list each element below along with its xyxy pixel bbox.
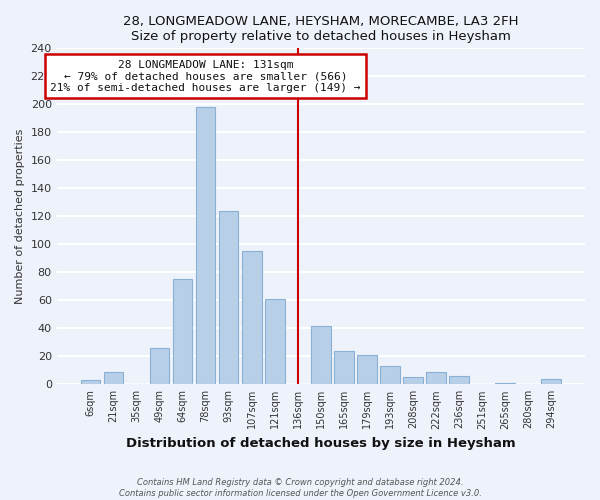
- Bar: [242, 252, 262, 384]
- Bar: [265, 299, 284, 384]
- Bar: [449, 376, 469, 384]
- Bar: [150, 348, 169, 385]
- Bar: [380, 366, 400, 384]
- Bar: [219, 210, 238, 384]
- X-axis label: Distribution of detached houses by size in Heysham: Distribution of detached houses by size …: [126, 437, 515, 450]
- Bar: [196, 107, 215, 384]
- Bar: [403, 378, 423, 384]
- Bar: [173, 280, 193, 384]
- Bar: [541, 378, 561, 384]
- Bar: [496, 383, 515, 384]
- Bar: [80, 380, 100, 384]
- Text: Contains HM Land Registry data © Crown copyright and database right 2024.
Contai: Contains HM Land Registry data © Crown c…: [119, 478, 481, 498]
- Bar: [334, 350, 353, 384]
- Y-axis label: Number of detached properties: Number of detached properties: [15, 128, 25, 304]
- Text: 28 LONGMEADOW LANE: 131sqm
← 79% of detached houses are smaller (566)
21% of sem: 28 LONGMEADOW LANE: 131sqm ← 79% of deta…: [50, 60, 361, 92]
- Bar: [426, 372, 446, 384]
- Title: 28, LONGMEADOW LANE, HEYSHAM, MORECAMBE, LA3 2FH
Size of property relative to de: 28, LONGMEADOW LANE, HEYSHAM, MORECAMBE,…: [123, 15, 518, 43]
- Bar: [357, 355, 377, 384]
- Bar: [104, 372, 123, 384]
- Bar: [311, 326, 331, 384]
